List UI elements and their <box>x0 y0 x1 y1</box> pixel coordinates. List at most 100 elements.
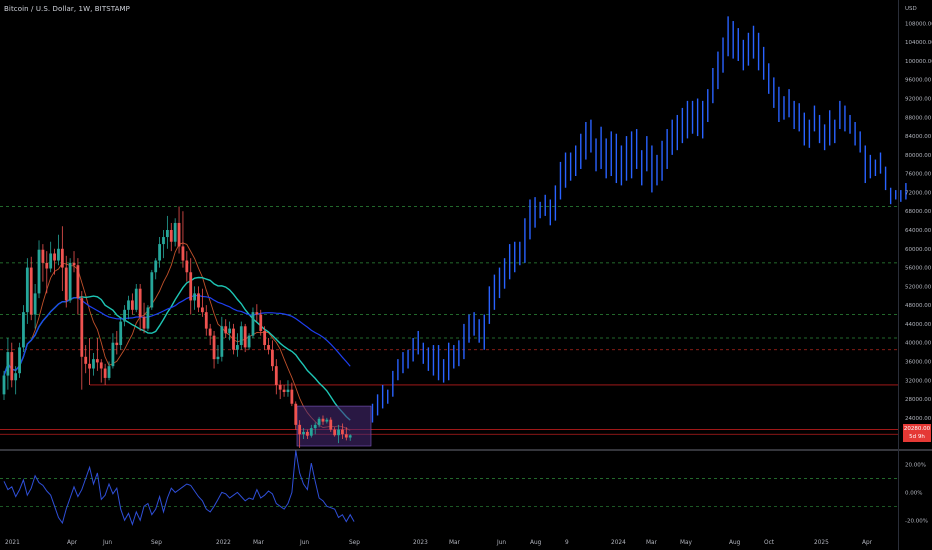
projection-bar <box>879 152 882 174</box>
candle-body <box>25 267 29 313</box>
candle-body <box>298 424 302 435</box>
candle-body <box>115 342 119 346</box>
projection-bar <box>432 345 435 376</box>
projection-bar <box>544 194 546 216</box>
candle-body <box>177 222 181 247</box>
projection-bar <box>417 330 419 355</box>
time-tick-label: Mar <box>253 540 265 546</box>
candle-body <box>103 368 107 378</box>
projection-bar <box>747 32 750 66</box>
projection-bar <box>768 63 770 94</box>
candle-body <box>274 366 278 385</box>
projection-bar <box>864 145 866 184</box>
price-tick-label: 52000.00 <box>905 284 932 290</box>
projection-bar <box>905 183 907 200</box>
last-price-tag: 20280.00 5d 9h <box>903 424 931 442</box>
candle-body <box>134 288 138 310</box>
price-tick-label: 92000.00 <box>905 97 932 103</box>
candle-body <box>92 359 95 369</box>
candle-body <box>76 265 80 299</box>
candle-body <box>49 253 53 269</box>
candle-body <box>247 335 251 348</box>
projection-bar <box>371 403 374 423</box>
candle-body <box>236 345 239 350</box>
candle-body <box>95 359 99 363</box>
projection-bar <box>402 352 404 374</box>
projection-bar <box>559 161 562 200</box>
projection-bar <box>686 100 689 139</box>
projection-bar <box>488 286 491 324</box>
projection-bar <box>818 114 821 144</box>
candle-body <box>321 418 325 422</box>
time-axis[interactable]: 2021 Apr Jun Sep 2022 Mar Jun Sep 2023 Mar Jun Aug 9… <box>5 540 873 546</box>
candle-body <box>33 293 37 315</box>
projection-bar <box>635 129 638 169</box>
projection-bar <box>742 39 745 71</box>
candle-body <box>255 312 259 315</box>
projection-bar <box>524 218 526 263</box>
time-tick-label: 2023 <box>413 540 428 546</box>
candle-body <box>107 366 111 378</box>
candle-body <box>306 431 309 436</box>
projection-bar <box>681 107 684 144</box>
candle-body <box>251 312 255 336</box>
price-tick-label: 48000.00 <box>905 303 932 309</box>
projection-bar <box>407 349 409 369</box>
time-tick-label: Jun <box>102 540 112 546</box>
oscillator-line <box>3 450 355 526</box>
projection-bar <box>575 145 577 176</box>
price-tick-label: 64000.00 <box>905 228 932 234</box>
projection-bar <box>666 129 668 169</box>
projection-bar <box>854 122 856 146</box>
projection-bar <box>539 201 541 219</box>
candle-body <box>22 312 25 348</box>
candle-body <box>317 418 321 425</box>
candle-body <box>290 389 294 404</box>
price-tick-label: 108000.00 <box>905 21 932 27</box>
time-tick-label: Jun <box>496 540 506 546</box>
price-axis[interactable]: USD 108000.00 104000.00 100000.00 96000.00 92… <box>905 6 932 524</box>
projection-bar <box>630 131 633 179</box>
candle-body <box>271 349 274 367</box>
price-tick-label: 36000.00 <box>905 359 932 365</box>
price-tick-label: 28000.00 <box>905 397 932 403</box>
price-tick-label: 44000.00 <box>905 322 932 328</box>
candle-body <box>173 222 177 242</box>
candle-body <box>216 356 220 360</box>
candle-body <box>189 272 193 301</box>
projection-bar <box>707 89 709 122</box>
price-tick-label: 96000.00 <box>905 78 932 84</box>
time-tick-label: Mar <box>449 540 461 546</box>
consolidation-box <box>296 405 372 447</box>
candle-body <box>325 419 329 422</box>
candle-body <box>239 326 243 346</box>
candle-body <box>64 267 68 301</box>
projection-bar <box>869 154 872 179</box>
projection-bar <box>478 319 480 343</box>
chart-title: Bitcoin / U.S. Dollar, 1W, BITSTAMP <box>4 5 130 13</box>
candle-body <box>286 389 290 392</box>
projection-bar <box>468 314 470 343</box>
candle-body <box>150 272 154 308</box>
projection-bar <box>656 154 658 186</box>
candle-body <box>267 345 270 350</box>
candle-body <box>243 326 247 348</box>
time-tick-label: 2025 <box>814 540 829 546</box>
projection-bar <box>661 140 663 181</box>
projection-bar <box>529 199 531 240</box>
oscillator-tick-label: 0.00% <box>905 490 922 496</box>
projection-bar <box>834 119 836 144</box>
projection-bar <box>503 258 506 289</box>
candle-body <box>84 356 88 364</box>
projection-bar <box>473 312 475 336</box>
time-tick-label: Jun <box>299 540 309 546</box>
candle-body <box>169 230 173 242</box>
projection-bar <box>595 138 597 172</box>
price-tick-label: 56000.00 <box>905 266 932 272</box>
candle-body <box>88 363 91 369</box>
projection-bar <box>620 145 623 186</box>
candle-body <box>68 262 72 301</box>
oscillator-tick-label: -20.00% <box>905 518 928 524</box>
